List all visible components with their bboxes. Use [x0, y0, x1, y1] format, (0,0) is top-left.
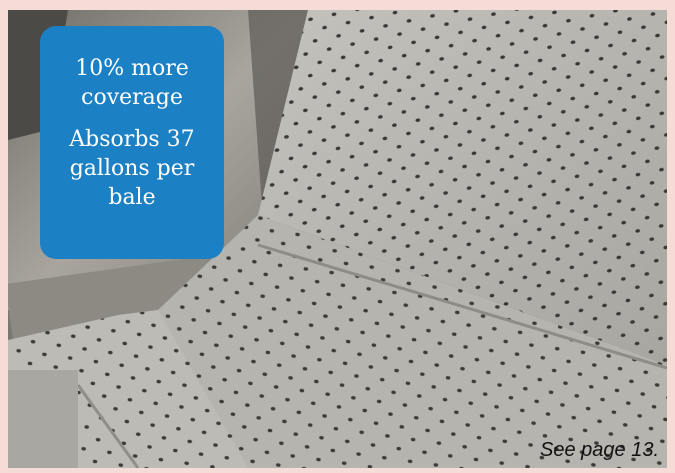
feature-callout: 10% more coverage Absorbs 37 gallons per… [40, 26, 224, 259]
absorption-text: Absorbs 37 gallons per bale [52, 125, 212, 212]
coverage-text: 10% more coverage [52, 54, 212, 112]
photo-frame: 10% more coverage Absorbs 37 gallons per… [8, 10, 667, 468]
page-reference: See page 13. [540, 439, 659, 462]
